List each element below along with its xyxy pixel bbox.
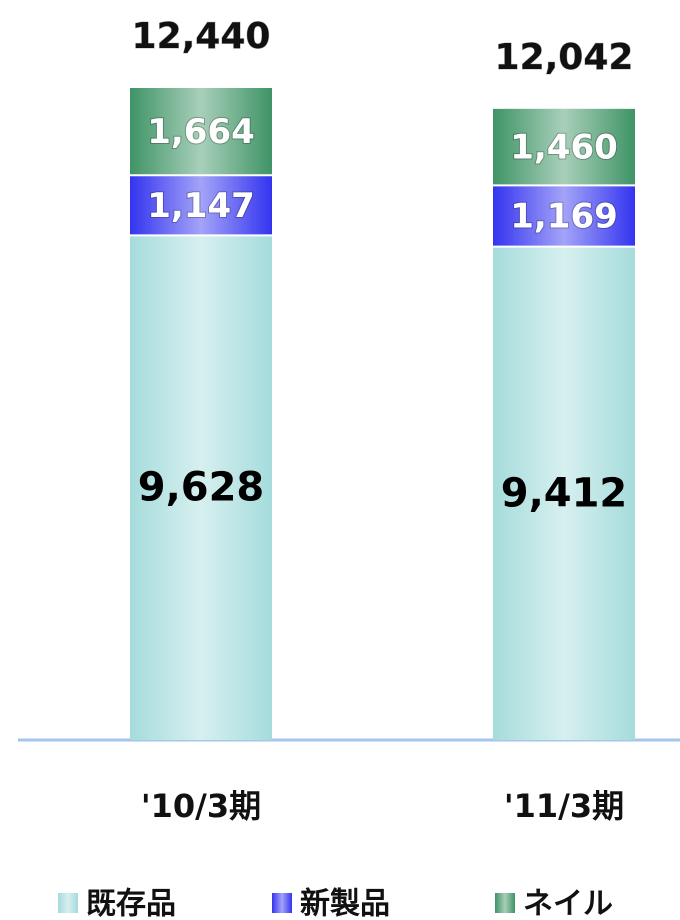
legend-shine <box>495 893 515 913</box>
value-label: 1,460 <box>510 128 618 168</box>
legend-shine <box>272 893 292 913</box>
legend-label: ネイル <box>523 887 613 920</box>
x-tick-label: '10/3期 <box>141 787 261 825</box>
legend-label: 新製品 <box>300 887 390 920</box>
value-label: 1,169 <box>510 197 618 237</box>
value-label: 1,664 <box>147 112 255 152</box>
total-label: 12,440 <box>132 16 271 57</box>
bar-shine <box>130 235 272 740</box>
bar-shine <box>130 88 272 176</box>
value-label: 9,412 <box>501 470 628 516</box>
bar-shine <box>493 246 635 740</box>
bar-shine <box>493 108 635 186</box>
x-tick-label: '11/3期 <box>504 787 624 825</box>
bar-shine <box>130 175 272 236</box>
value-label: 9,628 <box>138 465 265 511</box>
legend-label: 既存品 <box>86 887 176 920</box>
value-label: 1,147 <box>147 186 255 226</box>
legend-shine <box>58 893 78 913</box>
bar-shine <box>493 185 635 247</box>
total-label: 12,042 <box>495 37 634 78</box>
